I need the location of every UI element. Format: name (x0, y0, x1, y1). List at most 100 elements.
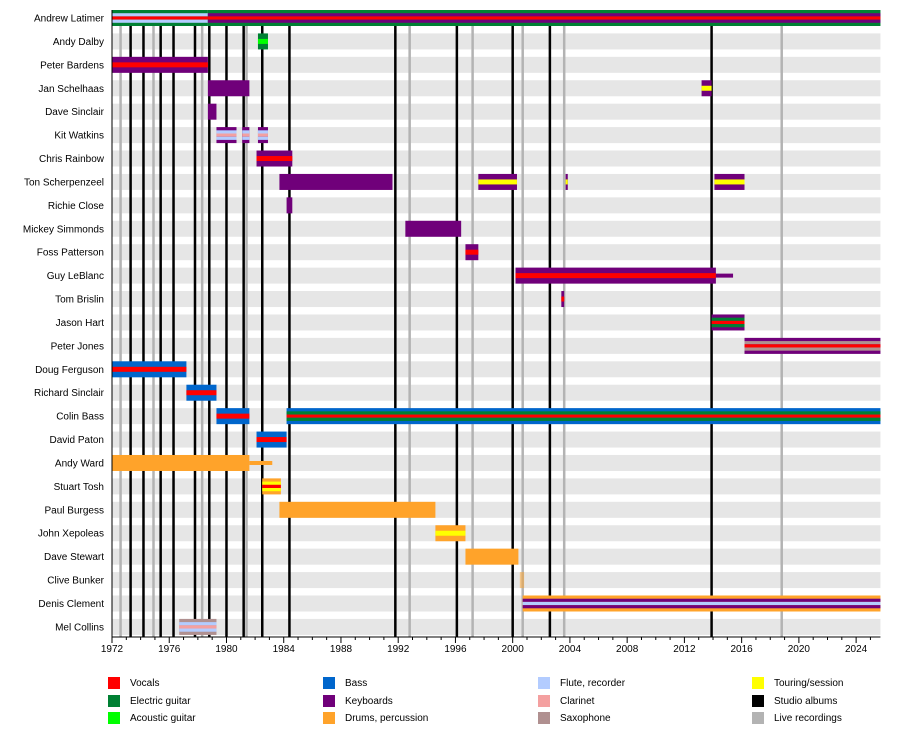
member-label: Mel Collins (55, 622, 104, 633)
member-label: Denis Clement (38, 599, 104, 610)
member-bar-drums (249, 460, 273, 465)
x-tick-label: 1976 (158, 644, 181, 655)
legend-item-clarinet: Clarinet (538, 695, 594, 707)
member-bar-keyboards (207, 80, 250, 97)
row-band (112, 384, 881, 401)
member-label: Doug Ferguson (35, 365, 104, 376)
legend-swatch (108, 677, 120, 689)
bar-stripe-keyboards (207, 13, 881, 17)
member-label: Ton Scherpenzeel (24, 177, 104, 188)
row-band (112, 572, 881, 589)
legend-label: Keyboards (345, 695, 393, 707)
bar-stripe-flute (257, 130, 268, 134)
row-band (112, 244, 881, 261)
row-band (112, 525, 881, 542)
bar-stripe-electric_guitar (711, 324, 745, 328)
member-bar-keyboards (207, 103, 217, 120)
legend-item-flute: Flute, recorder (538, 677, 625, 689)
row-band (112, 291, 881, 308)
member-label: Dave Stewart (44, 552, 104, 563)
x-tick-label: 2012 (673, 644, 696, 655)
row-band (112, 127, 881, 144)
member-label: Richard Sinclair (34, 388, 105, 399)
legend-swatch (108, 695, 120, 707)
legend-swatch (752, 695, 764, 707)
legend-label: Acoustic guitar (130, 712, 196, 724)
legend-swatch (323, 712, 335, 724)
member-label: Peter Bardens (40, 60, 104, 71)
x-tick-label: 2020 (788, 644, 811, 655)
member-bar-keyboards (405, 220, 462, 237)
x-tick-label: 1980 (215, 644, 238, 655)
bar-stripe-vocals (112, 16, 208, 20)
timeline-plot: Andrew Latimer Andy Dalby Peter Bardens Jan… (23, 10, 881, 655)
bar-stripe-flute (242, 136, 250, 140)
legend-swatch (323, 695, 335, 707)
bar-stripe-electric_guitar (711, 317, 745, 321)
x-tick-label: 1984 (273, 644, 296, 655)
legend-item-touring: Touring/session (752, 677, 843, 689)
legend-item-acoustic_guitar: Acoustic guitar (108, 712, 196, 724)
member-label: Jason Hart (56, 318, 105, 329)
member-bar-keyboards (286, 197, 293, 214)
bar-stripe-vocals (465, 249, 479, 255)
row-band (112, 150, 881, 167)
legend-item-live: Live recordings (752, 712, 842, 724)
bar-stripe-flute (257, 136, 268, 140)
member-label: Tom Brislin (55, 295, 104, 306)
row-band (112, 478, 881, 495)
bar-stripe-flute (112, 19, 208, 23)
legend-label: Clarinet (560, 695, 595, 707)
bar-stripe-acoustic_guitar (257, 38, 268, 44)
member-label: David Paton (50, 435, 104, 446)
bar-stripe-clarinet (216, 133, 237, 137)
row-band (112, 220, 881, 237)
row-band (112, 314, 881, 331)
legend-swatch (108, 712, 120, 724)
legend-swatch (752, 712, 764, 724)
bar-stripe-vocals (561, 296, 565, 302)
member-bar-drums (519, 572, 525, 589)
bar-stripe-touring (262, 481, 281, 485)
member-label: Chris Rainbow (39, 154, 105, 165)
row-band (112, 197, 881, 214)
member-label: Foss Patterson (37, 248, 104, 259)
member-label: Stuart Tosh (54, 482, 104, 493)
bar-stripe-touring (701, 85, 712, 91)
legend-item-sax: Saxophone (538, 712, 611, 724)
bar-stripe-clarinet (242, 133, 250, 137)
member-label: Andy Dalby (53, 37, 104, 48)
legend-swatch (538, 712, 550, 724)
bar-stripe-vocals (256, 437, 287, 443)
member-label: John Xepoleas (38, 529, 104, 540)
bar-stripe-sax (744, 347, 881, 351)
legend-label: Studio albums (774, 695, 838, 707)
legend-label: Touring/session (774, 677, 844, 689)
member-label: Peter Jones (51, 341, 104, 352)
legend-label: Flute, recorder (560, 677, 626, 689)
member-label: Kit Watkins (54, 131, 104, 142)
bar-stripe-vocals (262, 484, 281, 488)
x-tick-label: 1972 (101, 644, 124, 655)
legend-item-drums: Drums, percussion (323, 712, 428, 724)
legend-swatch (323, 677, 335, 689)
row-band (112, 33, 881, 50)
bar-stripe-vocals (286, 414, 881, 418)
row-band (112, 618, 881, 635)
bar-stripe-touring (435, 530, 466, 536)
bar-stripe-electric_guitar (286, 417, 881, 421)
member-bar-keyboards (279, 173, 393, 190)
legend-label: Live recordings (774, 712, 842, 724)
x-tick-label: 1988 (330, 644, 353, 655)
legend-item-bass: Bass (323, 677, 367, 689)
member-label: Guy LeBlanc (47, 271, 104, 282)
legend-label: Drums, percussion (345, 712, 429, 724)
member-label: Mickey Simmonds (23, 224, 104, 235)
x-tick-label: 2024 (845, 644, 868, 655)
bar-stripe-touring (565, 179, 568, 185)
legend-label: Bass (345, 677, 368, 689)
bar-stripe-electric_guitar (286, 411, 881, 415)
row-band (112, 56, 881, 73)
bar-stripe-flute (179, 628, 217, 632)
